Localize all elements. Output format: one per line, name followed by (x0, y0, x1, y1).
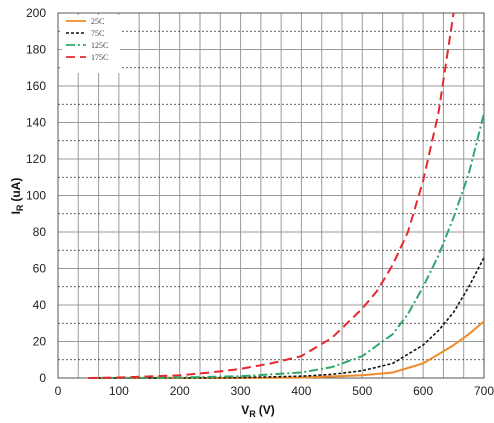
x-tick-label: 500 (352, 384, 372, 398)
y-tick-label: 80 (33, 225, 47, 239)
x-tick-labels: 0 100 200 300 400 500 600 700 (55, 384, 494, 398)
y-axis-label-unit: (uA) (9, 178, 23, 202)
y-tick-label: 60 (33, 262, 47, 276)
y-tick-label: 120 (26, 152, 46, 166)
legend: 25C 75C 125C 175C (62, 15, 120, 73)
x-axis-label-unit: (V) (259, 403, 275, 417)
y-tick-label: 140 (26, 116, 46, 130)
y-tick-label: 100 (26, 189, 46, 203)
y-axis-label-sub: R (15, 204, 25, 211)
x-axis-label-main: V (241, 403, 249, 417)
y-axis-label: IR (uA) (9, 178, 25, 215)
legend-label-25c: 25C (91, 17, 104, 26)
x-tick-label: 0 (55, 384, 62, 398)
x-tick-label: 300 (231, 384, 251, 398)
x-axis-label: VR (V) (241, 403, 275, 419)
series-lines (88, 12, 485, 379)
legend-label-125c: 125C (91, 41, 108, 50)
y-tick-label: 180 (26, 43, 46, 57)
y-tick-label: 160 (26, 79, 46, 93)
y-tick-label: 200 (26, 6, 46, 20)
x-tick-label: 400 (291, 384, 311, 398)
legend-label-175c: 175C (91, 53, 108, 62)
y-tick-label: 20 (33, 335, 47, 349)
series-line-175c (88, 12, 455, 379)
y-tick-label: 0 (39, 371, 46, 385)
x-tick-label: 100 (109, 384, 129, 398)
x-tick-label: 200 (170, 384, 190, 398)
y-axis-label-main: I (9, 211, 23, 214)
series-line-125c (88, 113, 485, 379)
y-tick-labels: 0 20 40 60 80 100 120 140 160 180 200 (26, 6, 46, 385)
legend-label-75c: 75C (91, 29, 104, 38)
x-axis-label-sub: R (249, 409, 256, 419)
y-tick-label: 40 (33, 298, 47, 312)
x-tick-label: 700 (474, 384, 494, 398)
legend-background (62, 15, 120, 73)
x-tick-label: 600 (413, 384, 433, 398)
